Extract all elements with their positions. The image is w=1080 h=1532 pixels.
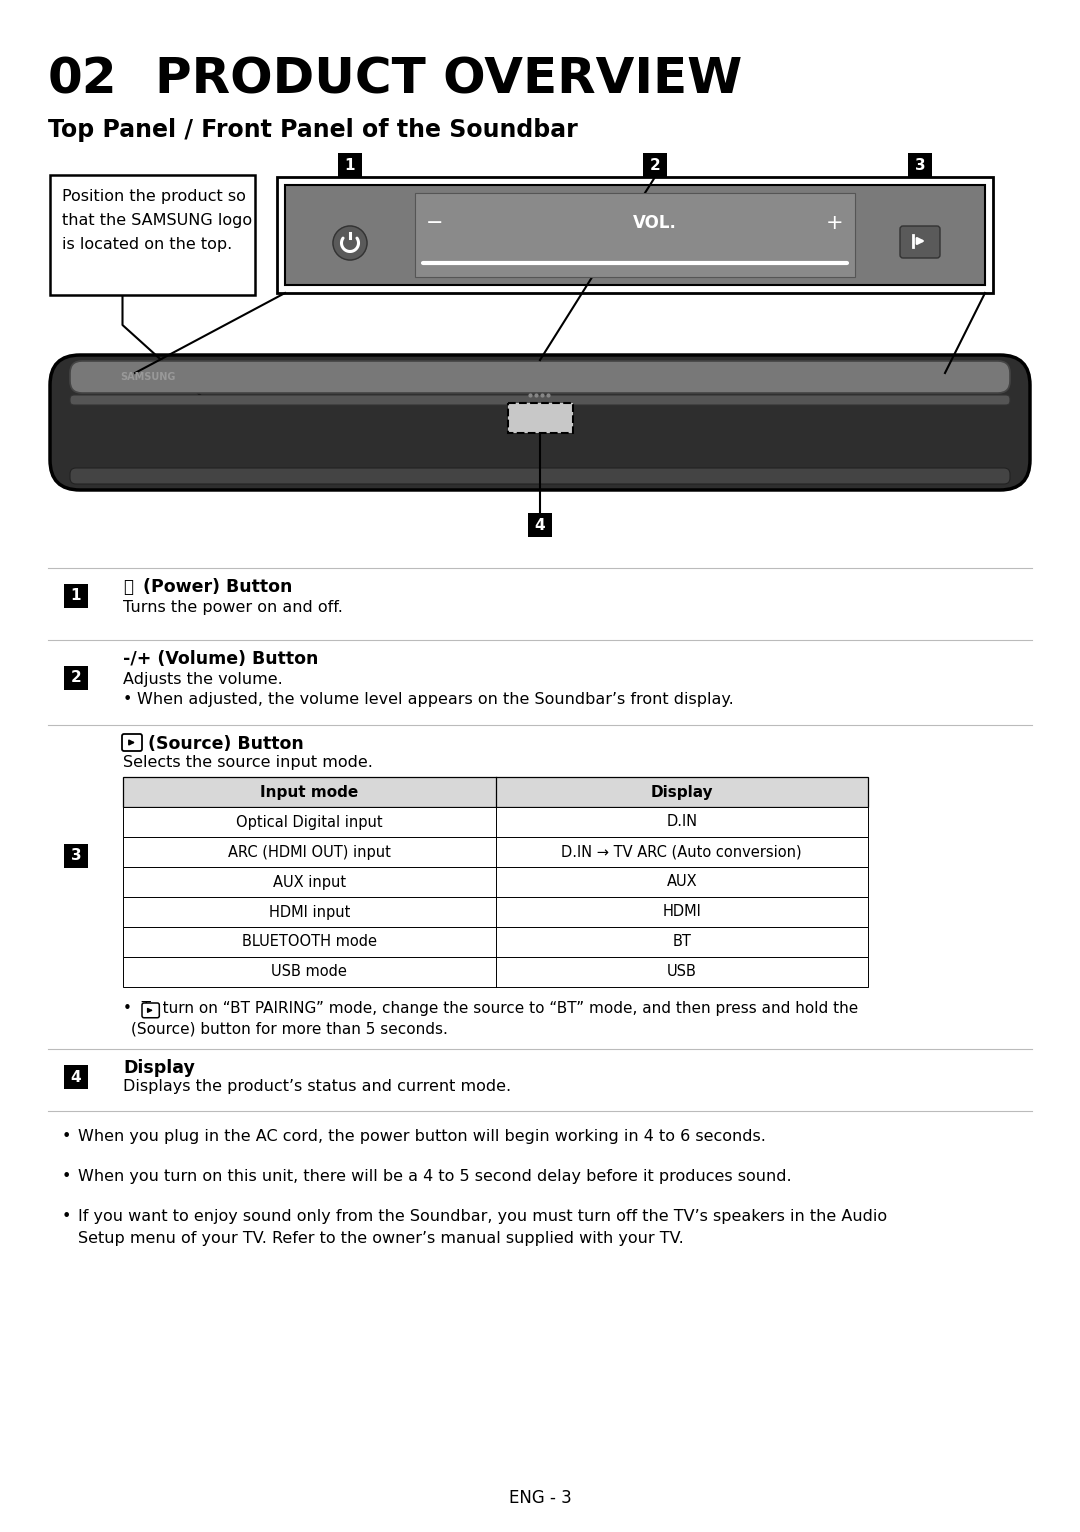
Text: VOL.: VOL. [633,214,677,231]
Text: When you plug in the AC cord, the power button will begin working in 4 to 6 seco: When you plug in the AC cord, the power … [78,1129,766,1144]
FancyBboxPatch shape [141,1003,160,1017]
Text: Input mode: Input mode [260,784,359,800]
FancyBboxPatch shape [276,178,993,293]
Text: (Power) Button: (Power) Button [143,578,293,596]
Text: •: • [123,692,133,706]
FancyBboxPatch shape [643,153,667,178]
Text: AUX: AUX [666,875,697,890]
Text: D.IN → TV ARC (Auto conversion): D.IN → TV ARC (Auto conversion) [562,844,802,859]
FancyBboxPatch shape [123,836,868,867]
Text: AUX input: AUX input [272,875,346,890]
Text: Position the product so
that the SAMSUNG logo
is located on the top.: Position the product so that the SAMSUNG… [62,188,252,251]
Text: When you turn on this unit, there will be a 4 to 5 second delay before it produc: When you turn on this unit, there will b… [78,1169,792,1184]
Text: +: + [826,213,843,233]
Text: Turns the power on and off.: Turns the power on and off. [123,601,342,614]
FancyBboxPatch shape [123,867,868,898]
FancyBboxPatch shape [64,844,87,869]
FancyBboxPatch shape [64,584,87,608]
Text: •: • [62,1169,71,1184]
Text: Display: Display [123,1059,194,1077]
Text: 3: 3 [915,158,926,173]
Text: If you want to enjoy sound only from the Soundbar, you must turn off the TV’s sp: If you want to enjoy sound only from the… [78,1209,887,1224]
Text: •: • [62,1209,71,1224]
FancyBboxPatch shape [70,362,1010,394]
Text: −: − [427,213,444,233]
Text: 4: 4 [70,1069,81,1085]
FancyBboxPatch shape [64,666,87,689]
Text: ⏻: ⏻ [123,578,133,596]
Text: USB: USB [666,965,697,979]
Text: Top Panel / Front Panel of the Soundbar: Top Panel / Front Panel of the Soundbar [48,118,578,142]
FancyBboxPatch shape [415,193,855,277]
Text: When adjusted, the volume level appears on the Soundbar’s front display.: When adjusted, the volume level appears … [137,692,733,706]
Text: 1: 1 [71,588,81,604]
FancyBboxPatch shape [50,355,1030,490]
FancyBboxPatch shape [50,175,255,296]
FancyBboxPatch shape [285,185,985,285]
FancyBboxPatch shape [908,153,932,178]
Text: (Source) button for more than 5 seconds.: (Source) button for more than 5 seconds. [131,1020,448,1036]
Text: 1: 1 [345,158,355,173]
Text: (Source) Button: (Source) Button [148,735,303,754]
FancyBboxPatch shape [123,927,868,958]
FancyBboxPatch shape [508,403,572,434]
Text: HDMI input: HDMI input [269,904,350,919]
Text: Optical Digital input: Optical Digital input [235,815,382,829]
Text: Setup menu of your TV. Refer to the owner’s manual supplied with your TV.: Setup menu of your TV. Refer to the owne… [78,1232,684,1246]
Text: SAMSUNG: SAMSUNG [120,372,175,381]
Text: Displays the product’s status and current mode.: Displays the product’s status and curren… [123,1079,511,1094]
FancyBboxPatch shape [338,153,362,178]
FancyBboxPatch shape [123,958,868,987]
Text: •: • [62,1129,71,1144]
FancyBboxPatch shape [70,395,1010,404]
Text: Selects the source input mode.: Selects the source input mode. [123,755,373,771]
FancyBboxPatch shape [528,513,552,538]
Text: 3: 3 [70,849,81,864]
Text: USB mode: USB mode [271,965,347,979]
Text: 2: 2 [650,158,660,173]
Text: -/+ (Volume) Button: -/+ (Volume) Button [123,650,319,668]
Text: 2: 2 [70,671,81,685]
FancyBboxPatch shape [122,734,141,751]
Text: 4: 4 [535,518,545,533]
FancyBboxPatch shape [64,1065,87,1089]
Text: ARC (HDMI OUT) input: ARC (HDMI OUT) input [228,844,391,859]
FancyBboxPatch shape [900,227,940,257]
Text: ENG - 3: ENG - 3 [509,1489,571,1507]
Text: BLUETOOTH mode: BLUETOOTH mode [242,935,377,950]
Text: 02: 02 [48,55,118,103]
FancyBboxPatch shape [123,777,868,807]
Text: D.IN: D.IN [666,815,698,829]
Text: Display: Display [650,784,713,800]
FancyBboxPatch shape [123,807,868,836]
Text: •  To turn on “BT PAIRING” mode, change the source to “BT” mode, and then press : • To turn on “BT PAIRING” mode, change t… [123,1000,859,1016]
Circle shape [333,227,367,260]
FancyBboxPatch shape [123,898,868,927]
FancyBboxPatch shape [70,467,1010,484]
Text: Adjusts the volume.: Adjusts the volume. [123,673,283,686]
Text: HDMI: HDMI [662,904,701,919]
Text: PRODUCT OVERVIEW: PRODUCT OVERVIEW [156,55,742,103]
Text: BT: BT [673,935,691,950]
